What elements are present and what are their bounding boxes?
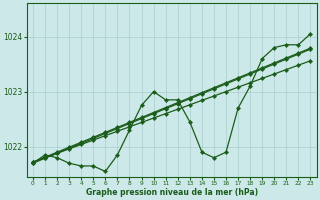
X-axis label: Graphe pression niveau de la mer (hPa): Graphe pression niveau de la mer (hPa) (86, 188, 258, 197)
